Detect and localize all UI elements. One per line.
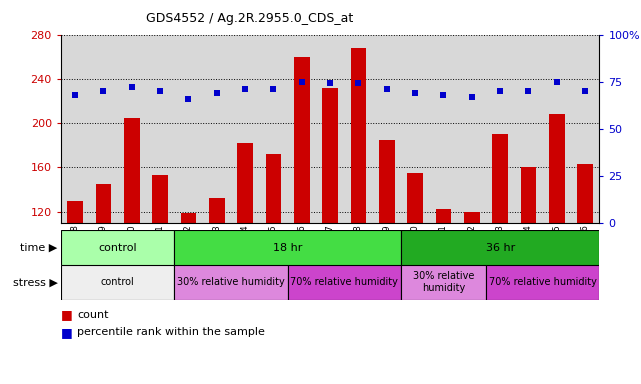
Bar — [351, 48, 366, 344]
Bar — [174, 265, 288, 300]
Point — [381, 86, 392, 92]
Bar — [322, 88, 338, 344]
Point — [523, 88, 533, 94]
Text: control: control — [98, 243, 137, 253]
Bar — [153, 175, 168, 344]
Point — [127, 84, 137, 90]
Text: 18 hr: 18 hr — [273, 243, 303, 253]
Point — [495, 88, 505, 94]
Text: GDS4552 / Ag.2R.2955.0_CDS_at: GDS4552 / Ag.2R.2955.0_CDS_at — [146, 12, 353, 25]
Bar — [288, 265, 401, 300]
Bar — [486, 265, 599, 300]
Bar — [492, 134, 508, 344]
Bar — [237, 143, 253, 344]
Text: percentile rank within the sample: percentile rank within the sample — [77, 327, 265, 337]
Bar — [265, 154, 281, 344]
Point — [325, 80, 335, 86]
Bar — [61, 230, 174, 265]
Point — [212, 90, 222, 96]
Point — [467, 94, 477, 100]
Text: control: control — [101, 277, 135, 287]
Bar — [61, 265, 174, 300]
Text: 70% relative humidity: 70% relative humidity — [290, 277, 398, 287]
Point — [552, 79, 562, 85]
Point — [297, 79, 307, 85]
Bar — [549, 114, 565, 344]
Bar — [401, 230, 599, 265]
Point — [269, 86, 279, 92]
Bar — [96, 184, 111, 344]
Text: count: count — [77, 310, 108, 320]
Point — [155, 88, 165, 94]
Bar — [124, 118, 140, 344]
Point — [183, 96, 194, 102]
Bar — [294, 57, 310, 344]
Bar — [520, 167, 537, 344]
Bar — [464, 212, 479, 344]
Text: 36 hr: 36 hr — [485, 243, 515, 253]
Bar — [174, 230, 401, 265]
Text: time ▶: time ▶ — [21, 243, 58, 253]
Text: ■: ■ — [61, 326, 72, 339]
Text: ■: ■ — [61, 308, 72, 321]
Bar — [67, 200, 83, 344]
Bar — [181, 213, 196, 344]
Point — [580, 88, 590, 94]
Text: 30% relative
humidity: 30% relative humidity — [413, 271, 474, 293]
Bar — [436, 209, 451, 344]
Text: 30% relative humidity: 30% relative humidity — [177, 277, 285, 287]
Bar — [401, 265, 486, 300]
Bar — [209, 199, 224, 344]
Bar — [407, 173, 423, 344]
Point — [410, 90, 420, 96]
Bar — [379, 140, 395, 344]
Point — [438, 92, 449, 98]
Point — [70, 92, 80, 98]
Point — [353, 80, 363, 86]
Text: 70% relative humidity: 70% relative humidity — [488, 277, 597, 287]
Bar — [578, 164, 593, 344]
Point — [98, 88, 108, 94]
Point — [240, 86, 250, 92]
Text: stress ▶: stress ▶ — [13, 277, 58, 287]
